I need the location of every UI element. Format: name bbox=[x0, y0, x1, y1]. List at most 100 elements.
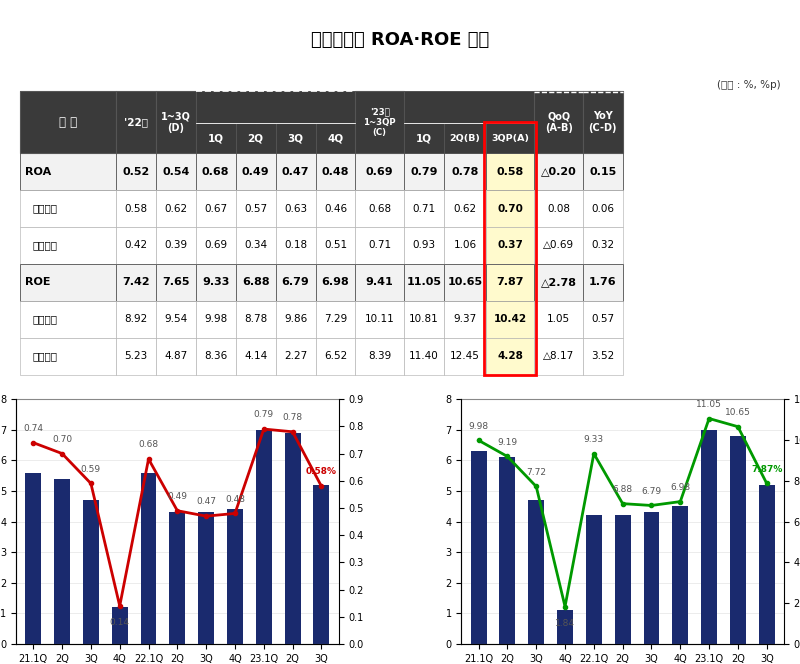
Bar bbox=[404, 338, 444, 374]
Bar bbox=[444, 227, 486, 264]
Bar bbox=[315, 123, 355, 153]
Text: 8.78: 8.78 bbox=[244, 314, 267, 324]
Bar bbox=[534, 91, 582, 153]
Text: 0.58: 0.58 bbox=[124, 204, 147, 214]
Text: 1.05: 1.05 bbox=[547, 314, 570, 324]
Text: 0.79: 0.79 bbox=[254, 410, 274, 420]
Bar bbox=[485, 122, 536, 375]
Text: '22년: '22년 bbox=[124, 117, 148, 127]
Bar bbox=[315, 91, 355, 123]
Text: 10.42: 10.42 bbox=[494, 314, 526, 324]
Bar bbox=[116, 264, 156, 301]
Bar bbox=[534, 264, 582, 301]
Bar bbox=[20, 91, 116, 153]
Bar bbox=[196, 227, 236, 264]
Text: 3QP(A): 3QP(A) bbox=[491, 133, 530, 143]
Bar bbox=[582, 190, 622, 227]
Text: 9.86: 9.86 bbox=[284, 314, 307, 324]
Text: 0.51: 0.51 bbox=[324, 240, 347, 250]
Text: 0.68: 0.68 bbox=[138, 440, 158, 450]
Text: 3.52: 3.52 bbox=[591, 351, 614, 361]
Text: 12.45: 12.45 bbox=[450, 351, 480, 361]
Text: 3Q: 3Q bbox=[287, 133, 303, 143]
Bar bbox=[156, 123, 196, 153]
Bar bbox=[196, 91, 355, 123]
Bar bbox=[486, 301, 534, 338]
Bar bbox=[534, 153, 582, 190]
Bar bbox=[116, 227, 156, 264]
Bar bbox=[156, 91, 196, 153]
Bar bbox=[236, 264, 275, 301]
Text: 0.32: 0.32 bbox=[591, 240, 614, 250]
Bar bbox=[486, 123, 534, 153]
Bar bbox=[141, 473, 157, 644]
Bar bbox=[701, 430, 717, 644]
Bar bbox=[404, 123, 444, 153]
Bar bbox=[20, 91, 116, 123]
Bar bbox=[236, 123, 275, 153]
Bar bbox=[444, 301, 486, 338]
Bar bbox=[582, 264, 622, 301]
Text: 4.28: 4.28 bbox=[498, 351, 523, 361]
Text: 1Q: 1Q bbox=[208, 133, 224, 143]
Text: 0.49: 0.49 bbox=[167, 492, 187, 501]
Bar bbox=[315, 190, 355, 227]
Bar bbox=[275, 190, 315, 227]
Bar bbox=[730, 436, 746, 644]
Bar bbox=[156, 338, 196, 374]
Bar bbox=[444, 123, 486, 153]
Bar bbox=[315, 123, 355, 153]
Bar bbox=[486, 190, 534, 227]
Bar bbox=[582, 301, 622, 338]
Bar bbox=[444, 153, 486, 190]
Bar bbox=[116, 338, 156, 374]
Text: 8.92: 8.92 bbox=[124, 314, 147, 324]
Text: 특수은행: 특수은행 bbox=[33, 240, 58, 250]
Bar bbox=[170, 513, 186, 644]
Bar bbox=[534, 190, 582, 227]
Text: 0.58: 0.58 bbox=[497, 167, 524, 177]
Text: 9.33: 9.33 bbox=[584, 435, 604, 444]
Text: 0.42: 0.42 bbox=[124, 240, 147, 250]
Text: YoY
(C-D): YoY (C-D) bbox=[589, 112, 617, 133]
Text: 1~3Q
(D): 1~3Q (D) bbox=[161, 112, 190, 133]
Bar bbox=[355, 301, 404, 338]
Text: 7.87%: 7.87% bbox=[751, 465, 782, 473]
Bar bbox=[20, 338, 116, 374]
Text: 7.65: 7.65 bbox=[162, 278, 190, 288]
Text: 7.29: 7.29 bbox=[324, 314, 347, 324]
Text: 5.23: 5.23 bbox=[124, 351, 147, 361]
Text: 0.62: 0.62 bbox=[454, 204, 477, 214]
Bar bbox=[404, 301, 444, 338]
Bar bbox=[285, 433, 301, 644]
Text: 0.06: 0.06 bbox=[591, 204, 614, 214]
Bar bbox=[355, 123, 404, 153]
Bar bbox=[614, 515, 630, 644]
Bar bbox=[26, 473, 42, 644]
Bar bbox=[112, 608, 128, 644]
Text: 0.57: 0.57 bbox=[244, 204, 267, 214]
Bar bbox=[315, 153, 355, 190]
Bar bbox=[404, 227, 444, 264]
Text: 0.39: 0.39 bbox=[164, 240, 187, 250]
Text: 9.98: 9.98 bbox=[469, 422, 489, 431]
Bar bbox=[196, 301, 236, 338]
Bar bbox=[236, 123, 275, 153]
Text: ROE: ROE bbox=[26, 278, 50, 288]
Bar bbox=[196, 264, 236, 301]
Bar bbox=[275, 123, 315, 153]
Text: 1.76: 1.76 bbox=[589, 278, 617, 288]
Text: 6.98: 6.98 bbox=[670, 483, 690, 492]
Bar bbox=[275, 338, 315, 374]
Text: 0.49: 0.49 bbox=[242, 167, 270, 177]
Text: 0.46: 0.46 bbox=[324, 204, 347, 214]
Text: 0.71: 0.71 bbox=[412, 204, 435, 214]
Text: 0.34: 0.34 bbox=[244, 240, 267, 250]
Bar bbox=[355, 338, 404, 374]
Bar bbox=[444, 338, 486, 374]
Bar bbox=[116, 123, 156, 153]
Bar bbox=[499, 457, 515, 644]
Bar bbox=[54, 479, 70, 644]
Text: 6.79: 6.79 bbox=[642, 487, 662, 496]
Text: 0.15: 0.15 bbox=[589, 167, 616, 177]
